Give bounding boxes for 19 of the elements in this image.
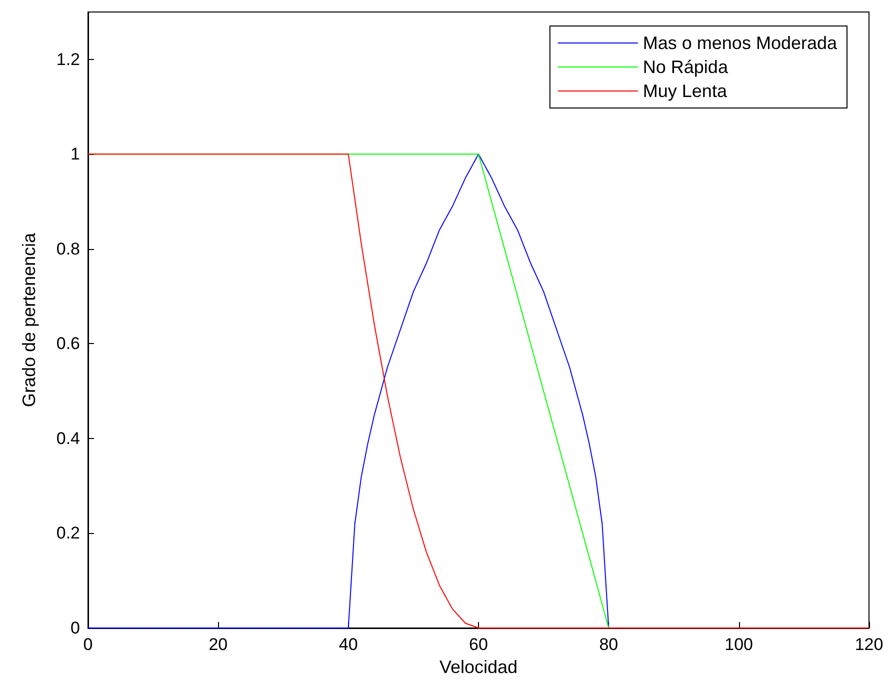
x-tick-label: 40 — [338, 635, 358, 654]
legend-label: Mas o menos Moderada — [642, 33, 838, 53]
y-tick-label: 0.2 — [56, 524, 80, 543]
y-tick-label: 0.8 — [56, 239, 80, 258]
x-axis-title: Velocidad — [439, 656, 518, 677]
x-tick-label: 20 — [208, 635, 228, 654]
y-axis-title: Grado de pertenencia — [19, 232, 39, 408]
legend-label: Muy Lenta — [642, 81, 728, 101]
y-tick-label: 0.4 — [56, 428, 80, 448]
x-tick-label: 60 — [469, 635, 488, 654]
legend-label: No Rápida — [642, 57, 729, 77]
x-tick-label: 100 — [724, 635, 754, 654]
x-tick-label: 80 — [599, 635, 618, 654]
y-tick-label: 1 — [70, 144, 80, 164]
y-tick-label: 1.2 — [56, 50, 80, 69]
y-tick-label: 0 — [70, 618, 80, 638]
x-tick-label: 0 — [83, 635, 93, 654]
y-tick-label: 0.6 — [56, 334, 80, 354]
x-tick-label: 120 — [854, 635, 884, 654]
